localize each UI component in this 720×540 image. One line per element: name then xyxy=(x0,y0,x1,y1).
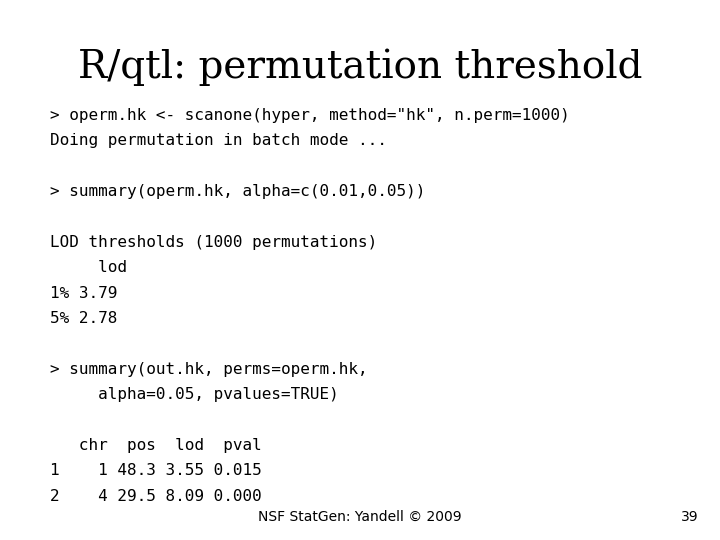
Text: 5% 2.78: 5% 2.78 xyxy=(50,311,118,326)
Text: R/qtl: permutation threshold: R/qtl: permutation threshold xyxy=(78,49,642,86)
Text: Doing permutation in batch mode ...: Doing permutation in batch mode ... xyxy=(50,133,387,148)
Text: > summary(out.hk, perms=operm.hk,: > summary(out.hk, perms=operm.hk, xyxy=(50,362,368,377)
Text: > summary(operm.hk, alpha=c(0.01,0.05)): > summary(operm.hk, alpha=c(0.01,0.05)) xyxy=(50,184,426,199)
Text: alpha=0.05, pvalues=TRUE): alpha=0.05, pvalues=TRUE) xyxy=(50,387,339,402)
Text: > operm.hk <- scanone(hyper, method="hk", n.perm=1000): > operm.hk <- scanone(hyper, method="hk"… xyxy=(50,108,570,123)
Text: LOD thresholds (1000 permutations): LOD thresholds (1000 permutations) xyxy=(50,235,378,250)
Text: 1    1 48.3 3.55 0.015: 1 1 48.3 3.55 0.015 xyxy=(50,463,262,478)
Text: 2    4 29.5 8.09 0.000: 2 4 29.5 8.09 0.000 xyxy=(50,489,262,504)
Text: lod: lod xyxy=(50,260,127,275)
Text: 39: 39 xyxy=(681,510,698,524)
Text: NSF StatGen: Yandell © 2009: NSF StatGen: Yandell © 2009 xyxy=(258,510,462,524)
Text: chr  pos  lod  pval: chr pos lod pval xyxy=(50,438,262,453)
Text: 1% 3.79: 1% 3.79 xyxy=(50,286,118,301)
